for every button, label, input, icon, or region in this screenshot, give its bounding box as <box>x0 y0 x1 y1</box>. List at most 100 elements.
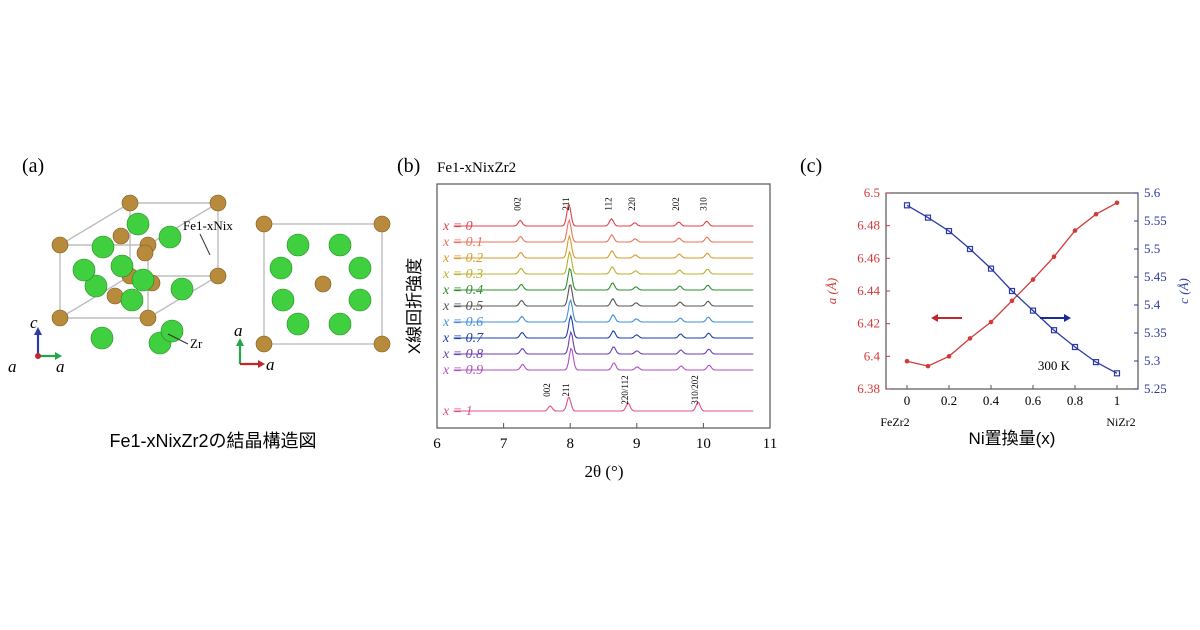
xrd-peak-label: 220/112 <box>620 375 630 404</box>
zr-atom <box>328 233 352 257</box>
fe-ni-atom <box>51 309 69 327</box>
xrd-x-tick-label: 8 <box>566 436 574 452</box>
a-series-point <box>1030 277 1036 282</box>
xrd-x-tick-label: 11 <box>763 436 777 452</box>
lattice-x-tick-label: 0 <box>904 393 911 408</box>
axes-triad-top-view: a a <box>234 321 275 374</box>
xrd-peak-label: 211 <box>561 197 571 210</box>
xrd-series-label: x = 0.1 <box>442 235 483 250</box>
xrd-plot: 6 7 8 9 10 11x = 0x = 0.1x = 0.2x = 0.3x = 0.… <box>433 197 777 452</box>
lattice-x-tick-label: 0.8 <box>1067 393 1083 408</box>
lattice-left-tick-label: 6.5 <box>864 185 880 200</box>
c-series-point <box>903 202 911 209</box>
lattice-x-tick-label: 0.2 <box>941 393 957 408</box>
zr-atom <box>286 312 310 336</box>
panel-b-label: (b) <box>397 155 420 177</box>
lattice-left-axis-label: a (Å) <box>824 278 839 304</box>
a-series-point <box>904 358 910 364</box>
xrd-peak-label: 211 <box>561 383 571 396</box>
axis-a2-label: a <box>56 357 65 376</box>
xrd-series-label: x = 0.4 <box>442 283 483 298</box>
xrd-y-axis-label: X線回折強度 <box>405 258 424 354</box>
zr-atom <box>72 258 96 282</box>
lattice-x-axis-label: Ni置換量(x) <box>969 429 1056 448</box>
c-series-point <box>987 265 995 272</box>
c-series-point <box>945 227 953 235</box>
a-series-point <box>946 354 952 359</box>
a-series-line <box>906 202 1118 367</box>
lattice-right-tick-label: 5.3 <box>1144 353 1160 368</box>
c-series-point <box>1050 327 1058 334</box>
c-series-point <box>1113 370 1121 377</box>
axis-a1-label: a <box>8 357 17 376</box>
right-axis-a-label: a <box>266 355 275 374</box>
lattice-right-tick-label: 5.55 <box>1144 213 1167 228</box>
fe-ni-site-label: Fe1-xNix <box>183 218 233 233</box>
lattice-right-tick-label: 5.35 <box>1144 325 1167 340</box>
xrd-series-line <box>453 250 754 275</box>
top-axis-a-label: a <box>234 321 243 340</box>
zr-leader-line <box>167 333 189 345</box>
xrd-series-line <box>453 347 754 371</box>
fe-ni-atom <box>51 236 69 254</box>
lattice-x-tick-label: 0.4 <box>983 393 1000 408</box>
xrd-peak-label: 002 <box>542 383 552 397</box>
axis-c-label: c <box>30 313 38 332</box>
c-series-line <box>906 204 1118 374</box>
xrd-series-label: x = 0.7 <box>442 331 484 346</box>
xrd-x-tick-label: 10 <box>696 436 711 452</box>
zr-atom <box>269 256 293 280</box>
zr-atom <box>120 288 144 312</box>
a-series-point <box>1072 228 1078 233</box>
lattice-right-tick-label: 5.6 <box>1144 185 1161 200</box>
a-series-point <box>1051 254 1057 259</box>
xrd-series-line <box>453 267 754 291</box>
panel-b-formula: Fe1-xNixZr2 <box>437 160 516 176</box>
fe-ni-atom <box>314 275 332 293</box>
xrd-peak-label: 112 <box>603 197 613 210</box>
fe-ni-atom <box>209 267 227 285</box>
lattice-right-tick-label: 5.25 <box>1144 381 1167 396</box>
fe-ni-leader-line <box>199 233 211 256</box>
xrd-series-line <box>453 234 754 259</box>
fe-ni-atom <box>136 244 154 262</box>
lattice-left-tick-label: 6.44 <box>857 283 880 298</box>
a-series-point <box>967 336 973 341</box>
a-series-point <box>988 319 994 325</box>
panel-c: (c) 0 0.2 0.4 0.6 0.8 1 FeZr2 NiZr2 6.38 6.4 6.42 6… <box>800 155 1191 448</box>
xrd-peak-label: 002 <box>512 197 522 211</box>
panel-b: (b) Fe1-xNixZr2 6 7 8 9 10 11x = 0x = 0.1x = … <box>397 155 777 481</box>
fe-ni-atom <box>209 194 227 212</box>
lattice-x-tick-label: 0.6 <box>1025 393 1042 408</box>
panel-a: (a) Fe1-xNix Zr c a a <box>8 155 391 451</box>
lattice-plot: 0 0.2 0.4 0.6 0.8 1 FeZr2 NiZr2 6.38 6.4 6.42 6.44 6… <box>857 185 1167 429</box>
xrd-peak-label: 310/202 <box>690 375 700 405</box>
xrd-series-label: x = 0.6 <box>442 315 483 330</box>
xrd-series-line <box>453 396 754 412</box>
a-series-point <box>1114 200 1120 206</box>
a-series-point <box>925 363 931 369</box>
lattice-right-tick-label: 5.5 <box>1144 241 1160 256</box>
xrd-series-line <box>453 314 754 339</box>
lattice-right-tick-label: 5.45 <box>1144 269 1167 284</box>
zr-atom <box>160 319 184 343</box>
fe-ni-atom <box>373 335 391 353</box>
fe-ni-atom <box>373 215 391 233</box>
zr-atom <box>286 233 310 257</box>
lattice-right-tick-label: 5.4 <box>1144 297 1161 312</box>
xrd-x-tick-label: 9 <box>633 436 641 452</box>
perspective-atoms <box>51 194 227 355</box>
zr-atom <box>131 268 155 292</box>
c-series-point <box>1071 343 1079 351</box>
c-series-point <box>924 214 932 221</box>
xrd-series-line <box>453 330 754 355</box>
top-view-atoms <box>255 215 391 353</box>
xrd-series-label: x = 0.9 <box>442 363 483 378</box>
zr-atom <box>348 288 372 312</box>
zr-atom <box>110 254 134 278</box>
xrd-series-label: x = 0.2 <box>442 251 483 266</box>
zr-site-label: Zr <box>190 336 203 351</box>
lattice-x-tick-label: 1 <box>1114 393 1121 408</box>
fe-ni-atom <box>255 335 273 353</box>
